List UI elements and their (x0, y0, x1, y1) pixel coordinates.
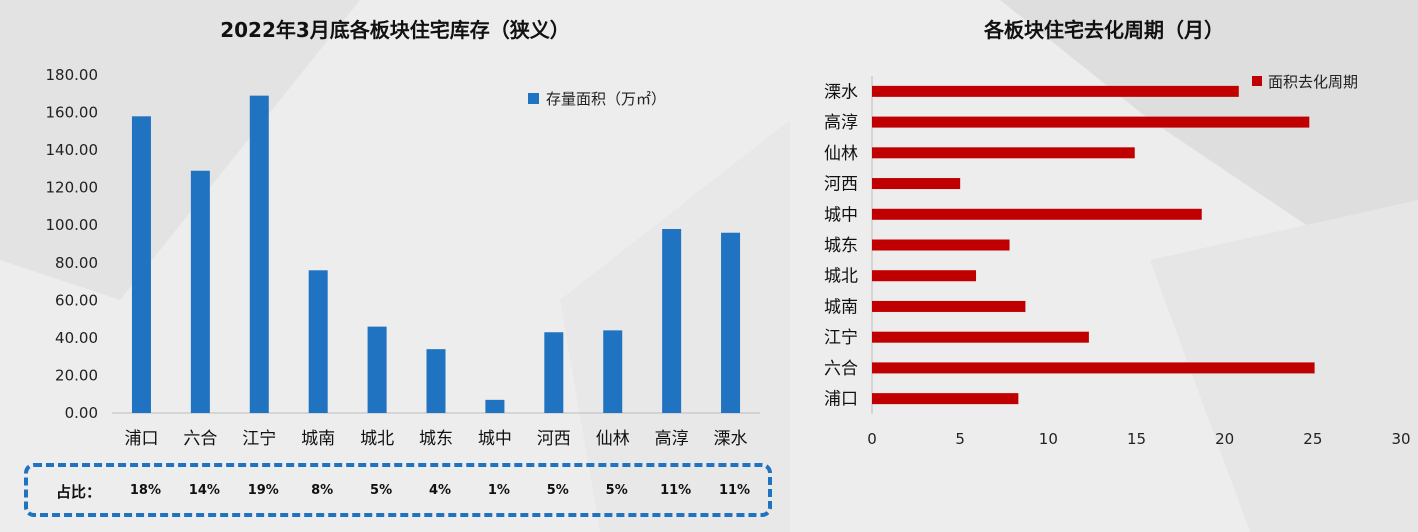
y-tick-label: 100.00 (46, 216, 99, 234)
share-value: 19% (247, 483, 279, 498)
x-category-label: 溧水 (714, 429, 748, 449)
y-tick-label: 120.00 (46, 179, 99, 197)
legend-label: 面积去化周期 (1268, 73, 1358, 91)
x-category-label: 仙林 (596, 429, 630, 449)
bar-城北 (872, 270, 977, 282)
bar-溧水 (872, 85, 1239, 97)
x-tick-label: 20 (1215, 430, 1234, 448)
x-tick-label: 10 (1039, 430, 1058, 448)
bar-六合 (872, 362, 1315, 374)
x-category-label: 城东 (419, 429, 453, 449)
y-category-label: 城北 (824, 267, 858, 287)
bar-城北 (367, 326, 387, 413)
x-category-label: 城中 (478, 429, 512, 449)
bar-溧水 (721, 232, 741, 413)
bar-城东 (872, 239, 1010, 251)
bar-高淳 (662, 228, 682, 413)
bar-江宁 (249, 95, 269, 414)
bar-河西 (544, 332, 564, 413)
y-category-label: 浦口 (824, 390, 858, 410)
y-category-label: 城东 (824, 236, 858, 256)
share-value: 1% (487, 483, 510, 498)
bar-河西 (872, 178, 961, 190)
share-value: 11% (660, 483, 692, 498)
inventory-bar-chart: 0.00 20.00 40.00 60.00 80.00 100.00 120.00 140.… (46, 66, 760, 449)
legend-label: 存量面积（万㎡） (546, 90, 666, 108)
destocking-chart-panel: 各板块住宅去化周期（月） 溧水高淳仙林河西城中城东城北城南江宁六合浦口 0 5 10 1… (790, 0, 1418, 532)
y-category-label: 高淳 (824, 113, 858, 133)
share-value: 8% (311, 483, 334, 498)
x-tick-label: 5 (955, 430, 965, 448)
bar-城南 (872, 300, 1026, 312)
x-category-label: 城南 (301, 429, 335, 449)
share-value: 5% (546, 483, 569, 498)
y-category-label: 六合 (824, 359, 858, 379)
share-value: 11% (718, 483, 751, 498)
y-category-label: 城中 (824, 205, 858, 225)
bar-高淳 (872, 116, 1310, 128)
y-tick-label: 0.00 (65, 404, 98, 422)
inventory-chart-panel: 2022年3月底各板块住宅库存（狭义） 0.00 20.00 40.00 60.00 8… (24, 18, 772, 517)
share-value: 4% (428, 483, 452, 498)
bar-城中 (485, 399, 505, 413)
share-prefix-label: 占比： (56, 483, 102, 501)
share-value: 5% (605, 483, 628, 498)
x-category-label: 城北 (360, 429, 394, 449)
y-tick-label: 40.00 (55, 329, 98, 347)
y-category-label: 江宁 (824, 328, 858, 348)
x-category-label: 河西 (537, 429, 571, 449)
bar-仙林 (872, 147, 1135, 159)
x-category-label: 浦口 (124, 429, 158, 449)
legend-swatch (1252, 76, 1262, 86)
y-category-label: 溧水 (824, 82, 858, 102)
legend-swatch (528, 93, 539, 104)
x-tick-label: 25 (1303, 430, 1322, 448)
y-category-label: 仙林 (824, 144, 858, 164)
x-tick-label: 15 (1127, 430, 1146, 448)
bar-城中 (872, 208, 1202, 220)
y-tick-label: 60.00 (55, 291, 98, 309)
y-category-label: 城南 (824, 297, 858, 317)
bar-浦口 (131, 116, 151, 414)
y-tick-label: 80.00 (55, 254, 98, 272)
x-category-label: 六合 (183, 429, 217, 449)
share-value: 5% (370, 483, 393, 498)
y-category-label: 河西 (824, 175, 858, 195)
bar-浦口 (872, 393, 1019, 405)
destocking-chart-title: 各板块住宅去化周期（月） (984, 18, 1224, 42)
share-summary-box: 占比： 18% 14% 19% 8% 5% 4% 1% 5% 5% 11% 11% (24, 463, 772, 517)
y-tick-label: 180.00 (46, 66, 99, 84)
bar-城东 (426, 349, 446, 413)
inventory-chart-title: 2022年3月底各板块住宅库存（狭义） (220, 18, 570, 42)
y-tick-label: 140.00 (46, 141, 99, 159)
x-tick-label: 30 (1391, 430, 1410, 448)
y-tick-label: 160.00 (46, 104, 99, 122)
bar-城南 (308, 270, 328, 413)
x-category-label: 高淳 (655, 429, 689, 449)
share-value: 14% (188, 483, 220, 498)
y-tick-label: 20.00 (55, 366, 98, 384)
x-category-label: 江宁 (242, 429, 276, 449)
bg-polygon (0, 0, 360, 300)
x-tick-label: 0 (867, 430, 877, 448)
bar-六合 (190, 170, 210, 413)
bar-仙林 (603, 330, 623, 413)
bar-江宁 (872, 331, 1089, 343)
share-value: 18% (129, 483, 162, 498)
